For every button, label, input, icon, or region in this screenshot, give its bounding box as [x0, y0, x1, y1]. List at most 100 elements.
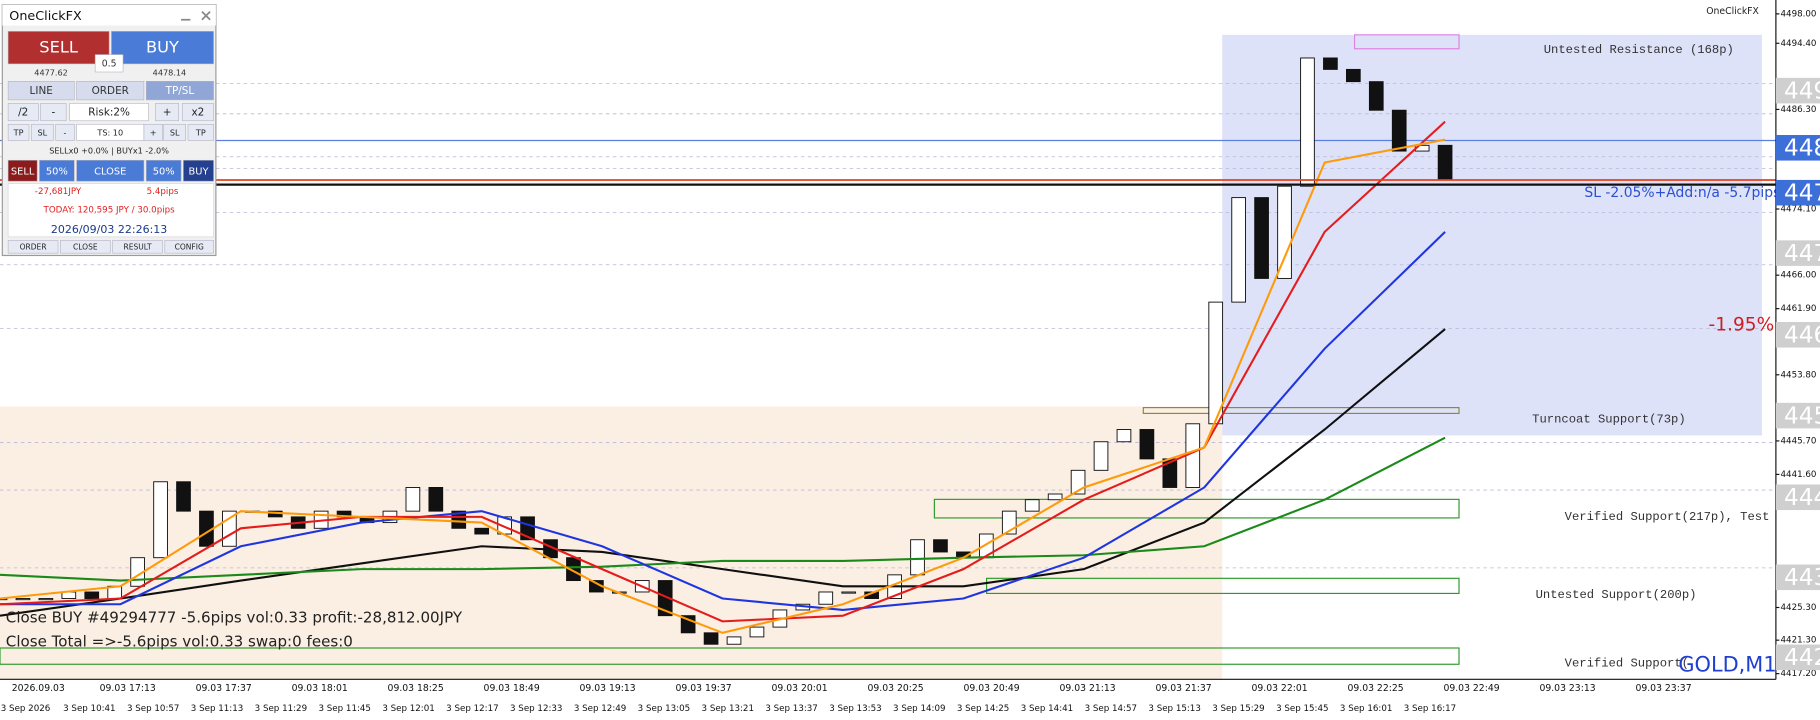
button[interactable]	[145, 159, 182, 182]
button[interactable]	[40, 103, 67, 122]
level-box	[1775, 564, 1820, 591]
y-tick-label: 4486.30	[1781, 105, 1817, 115]
candle	[1277, 185, 1292, 279]
button[interactable]	[181, 103, 214, 122]
candle	[933, 539, 948, 553]
button[interactable]	[112, 240, 163, 254]
button-label[interactable]: 0.5	[102, 58, 117, 69]
button-label[interactable]: x2	[191, 107, 204, 119]
button-label[interactable]: RESULT	[124, 242, 152, 251]
moving-average	[0, 436, 1446, 582]
time-label: 3 Sep 14:25	[957, 704, 1009, 714]
button-label[interactable]: /2	[18, 107, 28, 119]
button-label[interactable]: CONFIG	[175, 242, 204, 251]
button-label[interactable]: Risk:2%	[88, 107, 130, 119]
button-label[interactable]: +	[163, 107, 172, 119]
button-label[interactable]: -	[52, 107, 56, 119]
candle	[38, 598, 54, 601]
time-label: 3 Sep 10:57	[127, 704, 179, 714]
button-label[interactable]: ORDER	[92, 85, 129, 97]
button-label[interactable]: 50%	[153, 166, 175, 177]
level-box	[1775, 322, 1820, 348]
button-label[interactable]: TP/SL	[165, 85, 195, 97]
time-label: 3 Sep 12:49	[574, 704, 626, 714]
candle	[153, 481, 168, 559]
time-label: 09.03 18:25	[388, 683, 444, 694]
candle	[1254, 197, 1269, 279]
y-tick-label: 4425.30	[1781, 603, 1817, 613]
button-label[interactable]: SELL	[11, 166, 35, 177]
button[interactable]	[7, 31, 110, 65]
zone-label: Turncoat Support(73p)	[1532, 412, 1686, 426]
candle	[841, 591, 857, 594]
button[interactable]	[94, 54, 124, 73]
y-tick-label: 4453.80	[1781, 370, 1817, 380]
button-label[interactable]: 50%	[46, 166, 68, 177]
time-label: 3 Sep 10:41	[63, 704, 115, 714]
time-label: 09.03 20:25	[868, 683, 924, 694]
button[interactable]	[111, 31, 214, 65]
zone-label: Untested Support(200p)	[1536, 588, 1697, 602]
button[interactable]	[183, 159, 214, 182]
close-icon[interactable]	[201, 10, 211, 21]
y-tick-label: 4498.00	[1781, 9, 1817, 19]
button-label[interactable]: BUY	[188, 166, 209, 177]
button[interactable]	[7, 81, 75, 101]
y-tick-label: 4494.40	[1781, 39, 1817, 49]
button-label[interactable]: SL	[38, 127, 48, 137]
button[interactable]	[55, 123, 75, 141]
button[interactable]	[145, 81, 214, 101]
button[interactable]	[163, 123, 187, 141]
button[interactable]	[69, 103, 149, 122]
info-box	[7, 183, 214, 238]
button-label[interactable]: CLOSE	[94, 166, 126, 177]
button-label[interactable]: TP	[195, 127, 206, 137]
button[interactable]	[60, 240, 111, 254]
button-label[interactable]: BUY	[146, 38, 179, 57]
time-label: 3 Sep 11:29	[255, 704, 307, 714]
moving-average	[0, 138, 1446, 634]
button[interactable]	[76, 81, 145, 101]
zone-box	[0, 647, 1460, 665]
time-label: 09.03 20:01	[772, 683, 828, 694]
zone-box	[1142, 407, 1460, 415]
moving-average	[0, 231, 1446, 611]
button-label[interactable]: TP	[13, 127, 24, 137]
panel-text: -27,681JPY	[35, 187, 82, 197]
button-label[interactable]: SELL	[39, 38, 78, 57]
button[interactable]	[39, 159, 75, 182]
time-label: 3 Sep 12:33	[510, 704, 562, 714]
button-label[interactable]: TS: 10	[96, 127, 123, 137]
button[interactable]	[7, 240, 59, 254]
button-label[interactable]: LINE	[30, 85, 53, 97]
button[interactable]	[155, 103, 180, 122]
log-line: Close BUY #49294777 -5.6pips vol:0.33 pr…	[6, 608, 463, 626]
button[interactable]	[31, 123, 54, 141]
button[interactable]	[187, 123, 214, 141]
button[interactable]	[164, 240, 214, 254]
y-tick-label: 4461.90	[1781, 304, 1817, 314]
y-tick-label: 4445.70	[1781, 436, 1817, 446]
panel-text: TODAY: 120,595 JPY / 30.0pips	[43, 206, 176, 216]
button[interactable]	[143, 123, 163, 141]
time-label: 09.03 17:37	[196, 683, 252, 694]
button-label[interactable]: CLOSE	[73, 242, 98, 251]
button[interactable]	[7, 159, 38, 182]
button[interactable]	[7, 123, 30, 141]
time-label: 3 Sep 15:13	[1148, 704, 1200, 714]
candle	[818, 591, 834, 605]
y-tick-label: 4421.30	[1781, 636, 1817, 646]
candle	[1391, 109, 1407, 152]
time-label: 09.03 19:37	[676, 683, 732, 694]
button-label[interactable]: ORDER	[20, 242, 48, 251]
candle	[1024, 499, 1040, 512]
button-label[interactable]: -	[64, 127, 67, 137]
button-label[interactable]: SL	[170, 127, 180, 137]
button[interactable]	[7, 103, 39, 122]
level-label: 445	[1784, 402, 1820, 429]
panel-text: 4477.62	[34, 68, 68, 78]
zone-label: Verified Support(217p), Test C	[1565, 510, 1784, 524]
button-label[interactable]: +	[150, 127, 157, 137]
button[interactable]	[76, 159, 145, 182]
